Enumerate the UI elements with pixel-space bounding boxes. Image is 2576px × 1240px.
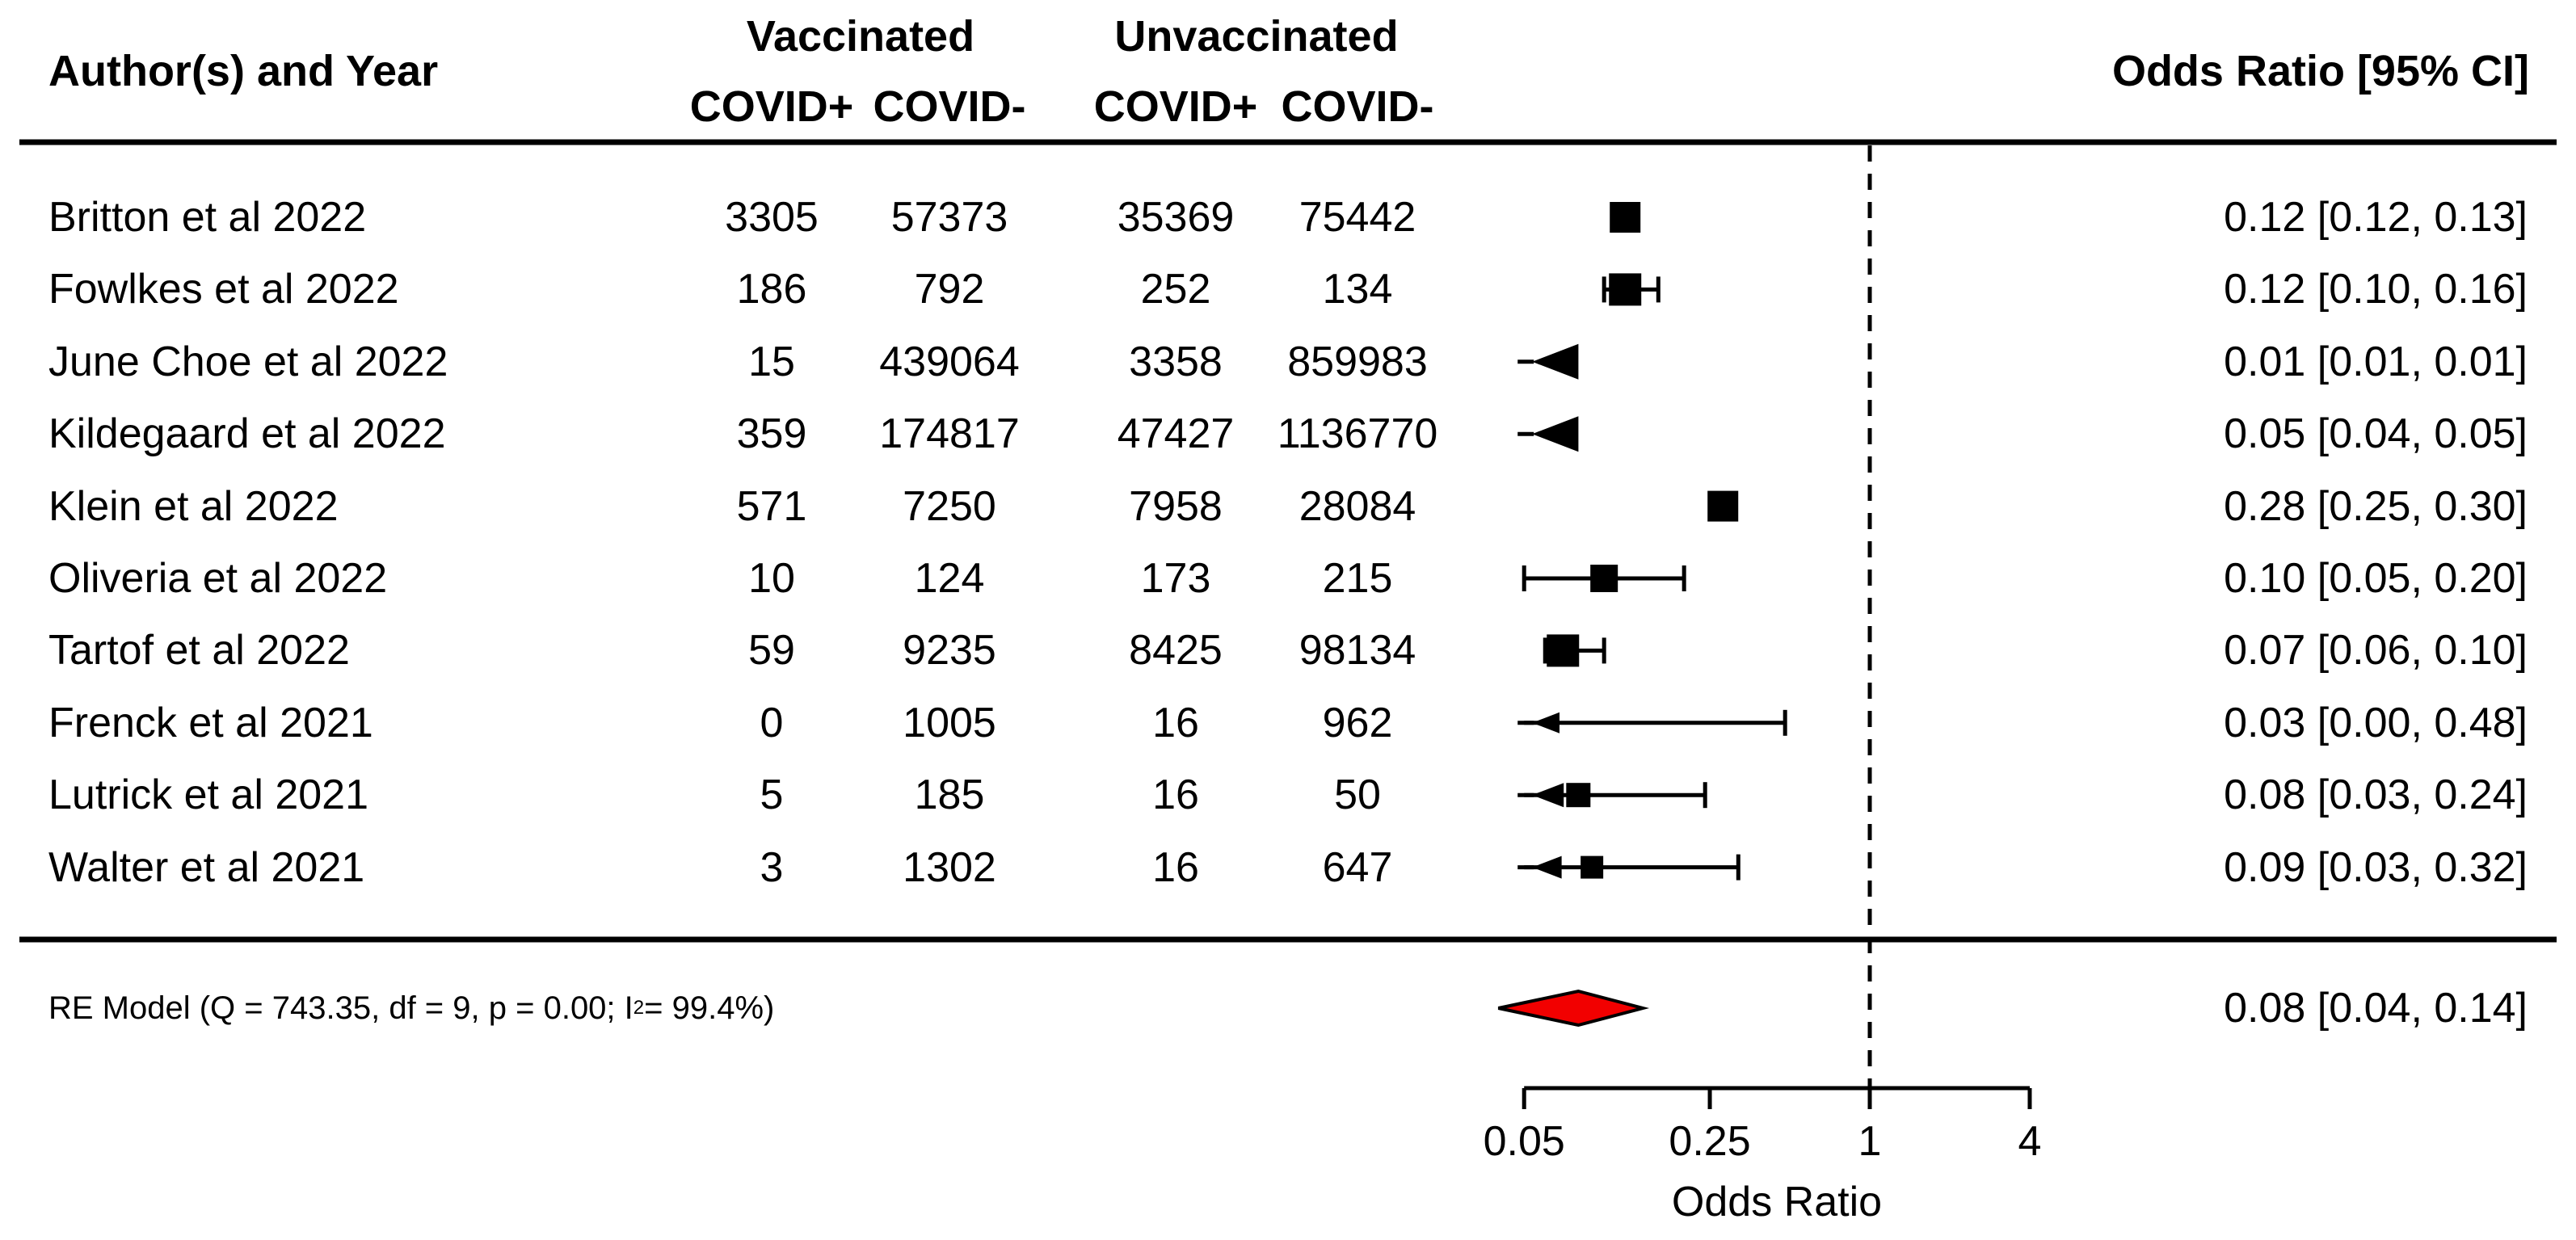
vacc-covid-neg-count: 174817	[879, 410, 1020, 458]
study-name: Tartof et al 2022	[48, 627, 350, 675]
vacc-covid-neg-count: 792	[914, 266, 985, 313]
study-or-ci-text: 0.01 [0.01, 0.01]	[2224, 338, 2528, 385]
study-or-ci-text: 0.03 [0.00, 0.48]	[2224, 699, 2528, 746]
point-square-6	[1547, 634, 1580, 667]
clip-arrow-3	[1532, 416, 1579, 452]
study-or-ci-text: 0.05 [0.04, 0.05]	[2224, 410, 2528, 458]
study-or-ci-text: 0.08 [0.03, 0.24]	[2224, 771, 2528, 819]
unvacc-covid-neg-count: 962	[1322, 699, 1393, 746]
header-unvacc-covid-neg: COVID-	[1281, 82, 1434, 131]
unvacc-covid-neg-count: 215	[1322, 555, 1393, 602]
unvacc-covid-neg-count: 28084	[1299, 482, 1416, 530]
summary-or-text: 0.08 [0.04, 0.14]	[2224, 985, 2528, 1032]
re-model-text: RE Model (Q = 743.35, df = 9, p = 0.00; …	[48, 990, 633, 1026]
study-name: Kildegaard et al 2022	[48, 410, 446, 458]
unvacc-covid-pos-count: 47427	[1117, 410, 1235, 458]
study-name: Oliveria et al 2022	[48, 555, 388, 602]
vacc-covid-pos-count: 5	[760, 771, 784, 819]
study-name: Fowlkes et al 2022	[48, 266, 399, 313]
unvacc-covid-pos-count: 16	[1152, 843, 1199, 891]
study-or-ci-text: 0.07 [0.06, 0.10]	[2224, 627, 2528, 675]
clip-arrow-9	[1532, 855, 1562, 879]
point-square-0	[1610, 202, 1641, 233]
vacc-covid-pos-count: 10	[748, 555, 795, 602]
point-square-8	[1566, 783, 1591, 808]
header-author-col: Author(s) and Year	[48, 47, 439, 95]
axis-title: Odds Ratio	[1671, 1179, 1883, 1225]
study-or-ci-text: 0.28 [0.25, 0.30]	[2224, 482, 2528, 530]
summary-diamond	[1497, 989, 1650, 1028]
header-unvaccinated-group: Unvaccinated	[1114, 12, 1399, 61]
vacc-covid-neg-count: 7250	[903, 482, 996, 530]
vacc-covid-pos-count: 571	[736, 482, 807, 530]
tick-label-1: 1	[1858, 1118, 1882, 1165]
point-square-1	[1609, 273, 1642, 306]
header-odds-ratio-col: Odds Ratio [95% CI]	[2111, 47, 2529, 95]
unvacc-covid-pos-count: 3358	[1129, 338, 1223, 385]
unvacc-covid-pos-count: 35369	[1117, 194, 1235, 241]
study-name: Walter et al 2021	[48, 843, 365, 891]
unvacc-covid-pos-count: 8425	[1129, 627, 1223, 675]
header-vacc-covid-neg: COVID-	[873, 82, 1026, 131]
clip-arrow-2	[1532, 343, 1579, 380]
vacc-covid-neg-count: 9235	[903, 627, 996, 675]
vacc-covid-pos-count: 359	[736, 410, 807, 458]
study-name: Klein et al 2022	[48, 482, 339, 530]
re-model-label: RE Model (Q = 743.35, df = 9, p = 0.00; …	[48, 976, 774, 1040]
vacc-covid-neg-count: 1302	[903, 843, 996, 891]
unvacc-covid-neg-count: 1136770	[1277, 410, 1438, 458]
study-name: Britton et al 2022	[48, 194, 367, 241]
vacc-covid-pos-count: 186	[736, 266, 807, 313]
unvacc-covid-neg-count: 859983	[1287, 338, 1428, 385]
unvacc-covid-pos-count: 16	[1152, 699, 1199, 746]
unvacc-covid-pos-count: 16	[1152, 771, 1199, 819]
vacc-covid-neg-count: 1005	[903, 699, 996, 746]
vacc-covid-neg-count: 439064	[879, 338, 1020, 385]
tick-label-4: 4	[2018, 1118, 2042, 1165]
unvacc-covid-neg-count: 98134	[1299, 627, 1416, 675]
vacc-covid-pos-count: 59	[748, 627, 795, 675]
header-vacc-covid-pos: COVID+	[689, 82, 854, 131]
tick-label-0.25: 0.25	[1669, 1118, 1751, 1165]
vacc-covid-neg-count: 185	[914, 771, 985, 819]
unvacc-covid-pos-count: 173	[1140, 555, 1211, 602]
unvacc-covid-neg-count: 50	[1334, 771, 1381, 819]
unvacc-covid-pos-count: 7958	[1129, 482, 1223, 530]
unvacc-covid-neg-count: 647	[1322, 843, 1393, 891]
header-unvacc-covid-pos: COVID+	[1093, 82, 1258, 131]
study-name: Lutrick et al 2021	[48, 771, 369, 819]
unvacc-covid-neg-count: 75442	[1299, 194, 1416, 241]
unvacc-covid-neg-count: 134	[1322, 266, 1393, 313]
vacc-covid-neg-count: 57373	[890, 194, 1008, 241]
i-squared-sup: 2	[633, 997, 645, 1019]
study-or-ci-text: 0.09 [0.03, 0.32]	[2224, 843, 2528, 891]
point-square-9	[1581, 855, 1604, 879]
vacc-covid-pos-count: 3	[760, 843, 784, 891]
vacc-covid-pos-count: 0	[760, 699, 784, 746]
study-or-ci-text: 0.12 [0.10, 0.16]	[2224, 266, 2528, 313]
vacc-covid-pos-count: 15	[748, 338, 795, 385]
study-name: June Choe et al 2022	[48, 338, 448, 385]
unvacc-covid-pos-count: 252	[1140, 266, 1211, 313]
vacc-covid-neg-count: 124	[914, 555, 985, 602]
vacc-covid-pos-count: 3305	[725, 194, 819, 241]
header-vaccinated-group: Vaccinated	[746, 12, 975, 61]
point-square-4	[1707, 490, 1739, 522]
re-model-text-end: = 99.4%)	[644, 990, 775, 1026]
study-or-ci-text: 0.10 [0.05, 0.20]	[2224, 555, 2528, 602]
clip-arrow-7	[1532, 712, 1560, 733]
study-name: Frenck et al 2021	[48, 699, 373, 746]
clip-arrow-8	[1532, 783, 1564, 808]
point-square-5	[1590, 565, 1618, 592]
study-or-ci-text: 0.12 [0.12, 0.13]	[2224, 194, 2528, 241]
tick-label-0.05: 0.05	[1483, 1118, 1565, 1165]
